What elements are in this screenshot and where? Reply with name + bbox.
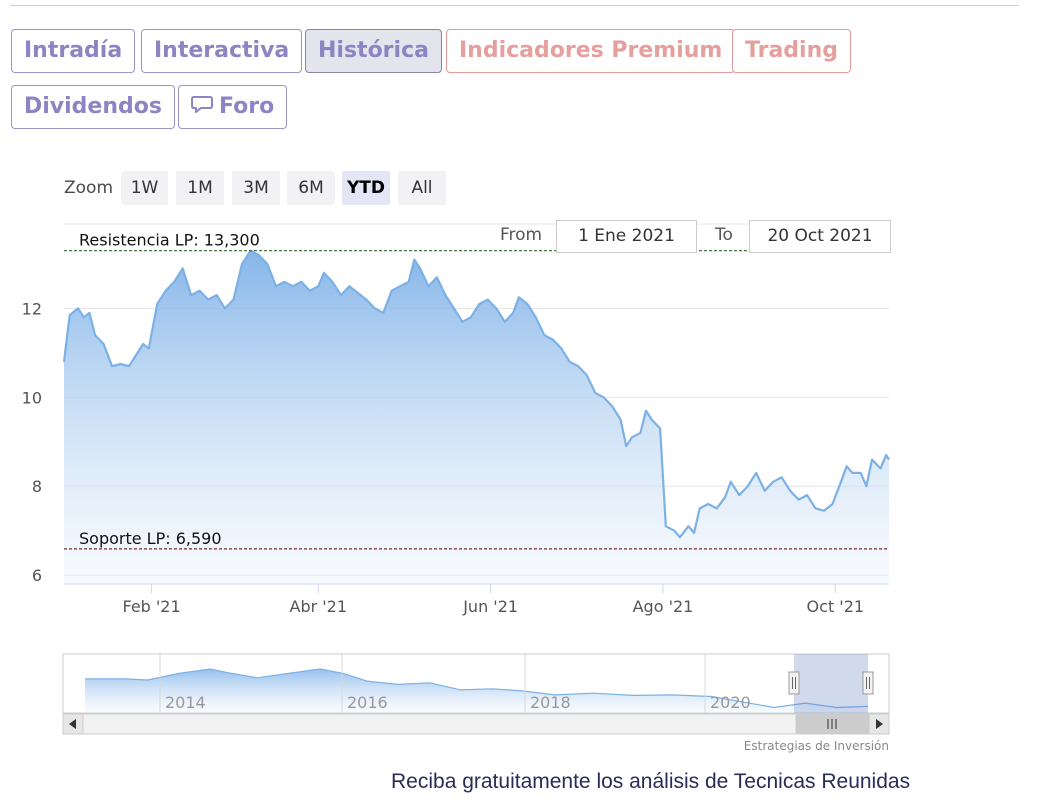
- tab-foro-label: Foro: [219, 94, 275, 119]
- price-area: [62, 249, 890, 584]
- zoom-1m-button[interactable]: 1M: [176, 171, 224, 205]
- navigator-year-label: 2020: [710, 693, 751, 712]
- navigator-year-label: 2014: [165, 693, 206, 712]
- y-tick-label: 6: [32, 566, 42, 585]
- navigator-year-label: 2016: [347, 693, 388, 712]
- tab-interactiva[interactable]: Interactiva: [141, 29, 303, 73]
- resistance-label: Resistencia LP: 13,300: [79, 231, 260, 250]
- range-from-label: From: [500, 225, 543, 245]
- tab-trading[interactable]: Trading: [732, 29, 851, 73]
- navigator[interactable]: 2014 2016 2018 2020 Estrategias de Inversión: [62, 653, 890, 753]
- range-to-input[interactable]: 20 Oct 2021: [749, 220, 891, 253]
- chat-bubble-icon: [191, 96, 213, 113]
- arrow-left-icon: [69, 719, 76, 729]
- tab-foro[interactable]: Foro: [178, 85, 288, 129]
- x-tick-label: Oct '21: [807, 597, 865, 616]
- top-divider: [10, 5, 1019, 6]
- x-tick-label: Abr '21: [290, 597, 348, 616]
- chart-source-credit: Estrategias de Inversión: [744, 739, 889, 753]
- y-tick-label: 8: [32, 477, 42, 496]
- x-tick-label: Feb '21: [122, 597, 180, 616]
- zoom-ytd-button[interactable]: YTD: [342, 171, 390, 205]
- tab-historica[interactable]: Histórica: [305, 29, 442, 73]
- zoom-6m-button[interactable]: 6M: [287, 171, 335, 205]
- chart-axes: 6 8 10 12 Feb '21 Abr '21 Jun '21 Ago '21 Oct '2…: [22, 299, 889, 616]
- range-to-label: To: [715, 225, 733, 245]
- footer-cta[interactable]: Reciba gratuitamente los análisis de Tec…: [391, 770, 911, 793]
- navigator-line: [85, 668, 869, 709]
- y-tick-label: 12: [22, 299, 42, 318]
- navigator-year-label: 2018: [530, 693, 571, 712]
- zoom-1w-button[interactable]: 1W: [121, 171, 168, 205]
- tab-intradia[interactable]: Intradía: [11, 29, 136, 73]
- tab-indicadores-premium[interactable]: Indicadores Premium: [446, 29, 736, 73]
- tab-dividendos[interactable]: Dividendos: [11, 85, 175, 129]
- zoom-all-button[interactable]: All: [398, 171, 446, 205]
- navigator-selection: [794, 654, 868, 713]
- x-tick-label: Ago '21: [633, 597, 694, 616]
- zoom-label: Zoom: [64, 178, 114, 198]
- navigator-handle-left[interactable]: [788, 671, 800, 695]
- navigator-area: [85, 669, 868, 713]
- x-tick-label: Jun '21: [462, 597, 518, 616]
- support-label: Soporte LP: 6,590: [79, 529, 222, 548]
- price-area-fill: [64, 250, 889, 584]
- navigator-scrollbar[interactable]: [62, 713, 890, 735]
- range-from-input[interactable]: 1 Ene 2021: [556, 220, 697, 253]
- navigator-handle-right[interactable]: [862, 671, 874, 695]
- y-tick-label: 10: [22, 388, 42, 407]
- zoom-3m-button[interactable]: 3M: [232, 171, 280, 205]
- arrow-right-icon: [876, 719, 883, 729]
